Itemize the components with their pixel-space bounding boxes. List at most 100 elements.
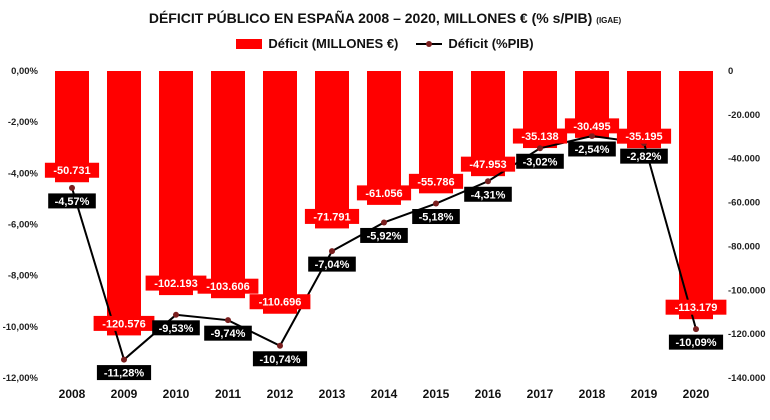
line-data-label-bg [568,141,616,157]
y-left-tick-label: -12,00% [3,373,39,384]
line-data-label-bg [464,186,512,202]
bar [679,71,713,320]
x-tick-label: 2012 [267,387,294,401]
chart-title: DÉFICIT PÚBLICO EN ESPAÑA 2008 – 2020, M… [0,10,770,26]
line-data-label-bg [96,365,152,381]
line-data-label: -10,74% [260,354,301,366]
line-point [537,145,543,152]
line-point [693,326,699,333]
x-tick-label: 2009 [111,387,138,401]
chart-title-text: DÉFICIT PÚBLICO EN ESPAÑA 2008 – 2020, M… [148,10,593,26]
y-left-tick-label: 0,00% [11,66,38,77]
y-left-tick-label: -2,00% [8,117,39,128]
x-tick-label: 2016 [475,387,502,401]
bar-data-label-bg [665,299,727,315]
legend-bar-swatch [236,38,263,49]
line-point [121,356,127,363]
y-right-tick-label: -140.000 [728,373,766,384]
bar [367,71,401,205]
y-left-tick-label: -4,00% [8,168,39,179]
bar-data-label-bg [197,278,259,294]
legend-bar-label: Déficit (MILLONES €) [268,36,399,51]
y-right-tick-label: 0 [728,66,733,77]
line-point [381,219,387,226]
bar-data-label: -47.953 [469,159,506,171]
bar-data-label: -120.576 [102,318,145,330]
line-point [433,200,439,207]
bar [315,71,349,229]
line-data-label: -4,57% [55,196,90,208]
line-point [589,132,595,139]
bar-data-label-bg [616,128,672,144]
x-tick-label: 2020 [683,387,710,401]
line-data-label-bg [668,334,724,350]
bar-data-label-bg [93,315,155,331]
y-right-tick-label: -120.000 [728,329,766,340]
line-data-label: -4,31% [471,189,506,201]
line-data-label: -9,53% [159,323,194,335]
line-data-label: -2,82% [627,151,662,163]
line-data-label-bg [516,153,564,169]
line-data-label-bg [308,256,356,272]
line-data-label: -2,54% [575,144,610,156]
line-point [69,184,75,191]
y-left-tick-label: -8,00% [8,271,39,282]
x-tick-label: 2013 [319,387,346,401]
bar [107,71,141,336]
line-point [173,311,179,318]
x-tick-label: 2010 [163,387,190,401]
line-data-label-bg [252,351,308,367]
legend-line-label: Déficit (%PIB) [448,36,534,51]
line-point [277,342,283,349]
x-tick-label: 2015 [423,387,450,401]
bar-data-label-bg [44,162,100,178]
bar [159,71,193,296]
line-data-label: -11,28% [104,368,145,380]
line-data-label: -7,04% [315,259,350,271]
line-data-label: -5,92% [367,230,402,242]
bar-data-label: -35.195 [625,131,662,143]
y-right-tick-label: -40.000 [728,154,760,165]
line-data-label-bg [204,325,252,341]
legend-item-line: Déficit (%PIB) [416,36,534,51]
bar-data-label: -103.606 [206,281,249,293]
x-tick-label: 2008 [59,387,86,401]
bar [263,71,297,314]
bar-data-label: -71.791 [313,211,350,223]
bar-data-label: -50.731 [53,165,90,177]
x-tick-label: 2017 [527,387,554,401]
bar [211,71,245,299]
bar-data-label-bg [145,275,207,291]
y-right-tick-label: -60.000 [728,198,760,209]
x-tick-label: 2019 [631,387,658,401]
y-left-tick-label: -6,00% [8,220,39,231]
line-data-label-bg [360,227,408,243]
chart-source: (IGAE) [596,16,622,25]
bar-data-label-bg [356,185,412,201]
line-data-label-bg [412,209,460,225]
x-tick-label: 2014 [371,387,398,401]
bar-data-label-bg [304,208,360,224]
x-tick-label: 2011 [215,387,241,401]
bar-data-label: -61.056 [365,188,402,200]
line-point [225,317,231,324]
y-right-tick-label: -20.000 [728,110,760,121]
chart-legend: Déficit (MILLONES €) Déficit (%PIB) [0,36,770,51]
x-tick-label: 2018 [579,387,606,401]
bar-data-label-bg [460,156,516,172]
legend-item-bars: Déficit (MILLONES €) [236,36,398,51]
legend-line-swatch [416,39,443,49]
line-point [329,248,335,255]
bar-data-label: -35.138 [521,131,558,143]
bar-data-label: -55.786 [417,176,454,188]
line-data-label: -5,18% [419,212,454,224]
bar-data-label-bg [512,128,568,144]
line-point [485,178,491,185]
line-data-label: -3,02% [523,156,558,168]
bar-data-label: -110.696 [259,297,302,309]
bar-data-label-bg [408,173,464,189]
line-data-label-bg [152,320,200,336]
line-data-label: -9,74% [211,328,246,340]
